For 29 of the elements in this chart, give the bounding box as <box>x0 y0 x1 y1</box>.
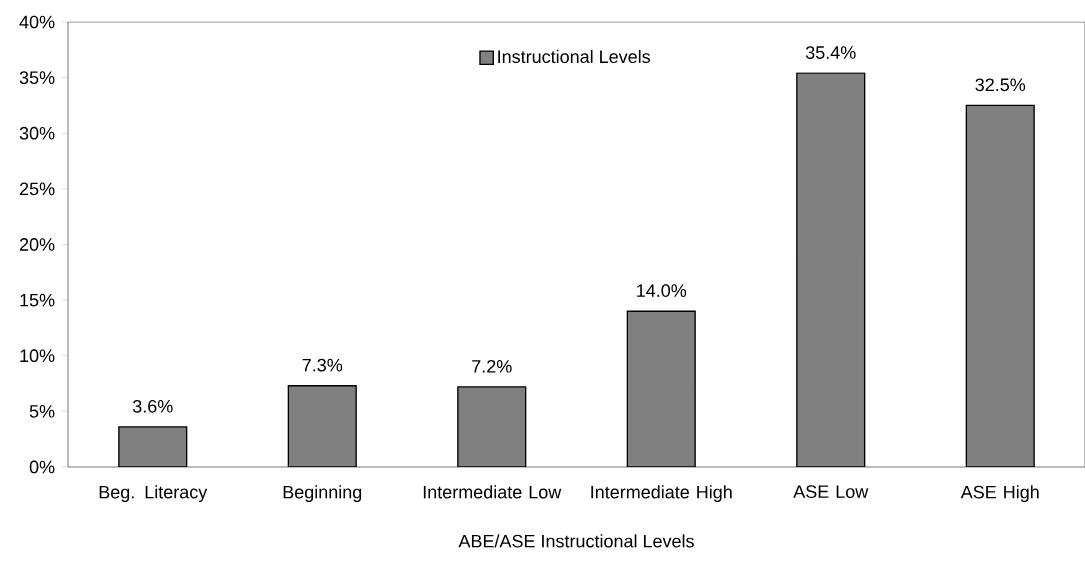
data-label: 32.5% <box>975 78 1026 92</box>
y-tick-label: 25% <box>19 182 55 196</box>
y-tick-label: 0% <box>29 460 55 474</box>
bar <box>457 386 527 467</box>
x-axis-title: ABE/ASE Instructional Levels <box>458 534 694 548</box>
x-tick-label: Intermediate Low <box>423 485 562 499</box>
data-label: 14.0% <box>637 284 687 297</box>
x-tick-label: Beg. Literacy <box>99 485 208 503</box>
data-label: 7.2% <box>472 359 512 373</box>
y-tick-label: 10% <box>20 349 55 363</box>
x-tick-label: Beginning <box>283 485 362 503</box>
bar <box>626 310 696 467</box>
data-label: 35.4% <box>805 46 856 59</box>
y-tick-label: 20% <box>19 238 55 251</box>
bar <box>965 104 1035 467</box>
x-tick-label: Intermediate High <box>591 485 732 503</box>
y-tick-label: 35% <box>19 71 55 84</box>
x-tick-label: ASE High <box>960 485 1039 503</box>
bar <box>796 72 866 467</box>
y-tick-label: 40% <box>19 15 55 29</box>
y-tick-label: 30% <box>19 126 55 140</box>
bar <box>287 385 357 467</box>
x-tick-label: ASE Low <box>793 485 869 498</box>
bar <box>118 426 188 467</box>
legend-label: Instructional Levels <box>498 49 651 64</box>
data-label: 3.6% <box>132 399 173 413</box>
y-tick-label: 5% <box>29 405 55 418</box>
y-tick-label: 15% <box>20 293 55 307</box>
data-label: 7.3% <box>302 358 343 372</box>
